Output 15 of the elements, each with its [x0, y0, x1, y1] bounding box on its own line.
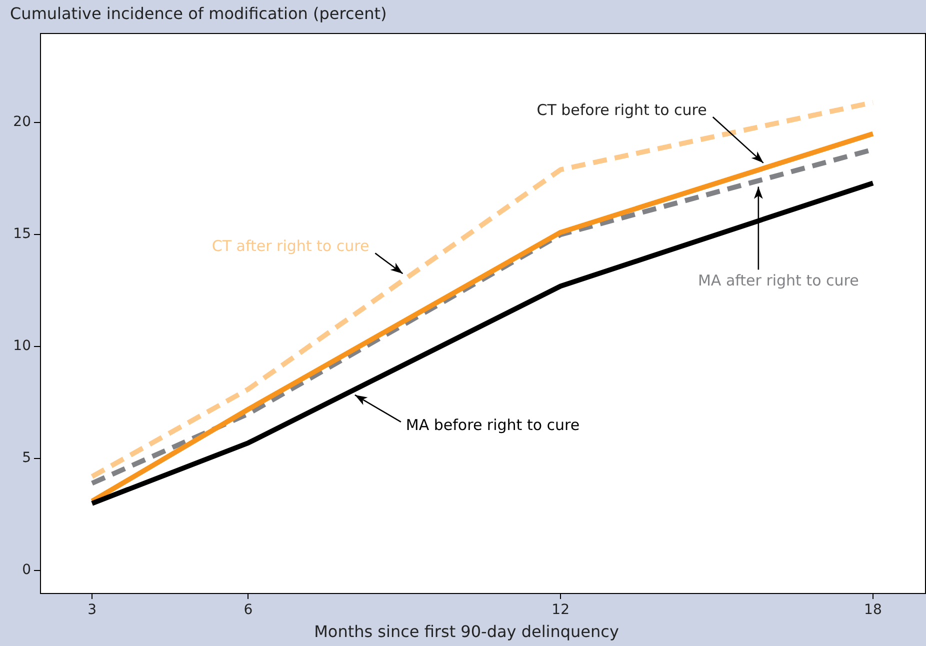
y-tick-label: 15 [13, 226, 31, 242]
text: CT after right to cure [212, 237, 370, 256]
y-tick-label: 0 [22, 562, 31, 578]
x-tick-label: 18 [864, 602, 882, 618]
x-tick-label: 12 [552, 602, 570, 618]
y-axis-title: Cumulative incidence of modification (percent) [10, 4, 387, 24]
x-tick-label: 6 [244, 602, 253, 618]
text: MA before right to cure [406, 416, 580, 434]
x-tick-label: 3 [88, 602, 97, 618]
text: MA after right to cure [698, 272, 859, 290]
y-tick-label: 20 [13, 114, 31, 130]
y-tick-label: 5 [22, 450, 31, 466]
text: CT before right to cure [536, 100, 707, 119]
x-axis-title: Months since first 90-day delinquency [314, 622, 619, 642]
y-tick-label: 10 [13, 338, 31, 354]
